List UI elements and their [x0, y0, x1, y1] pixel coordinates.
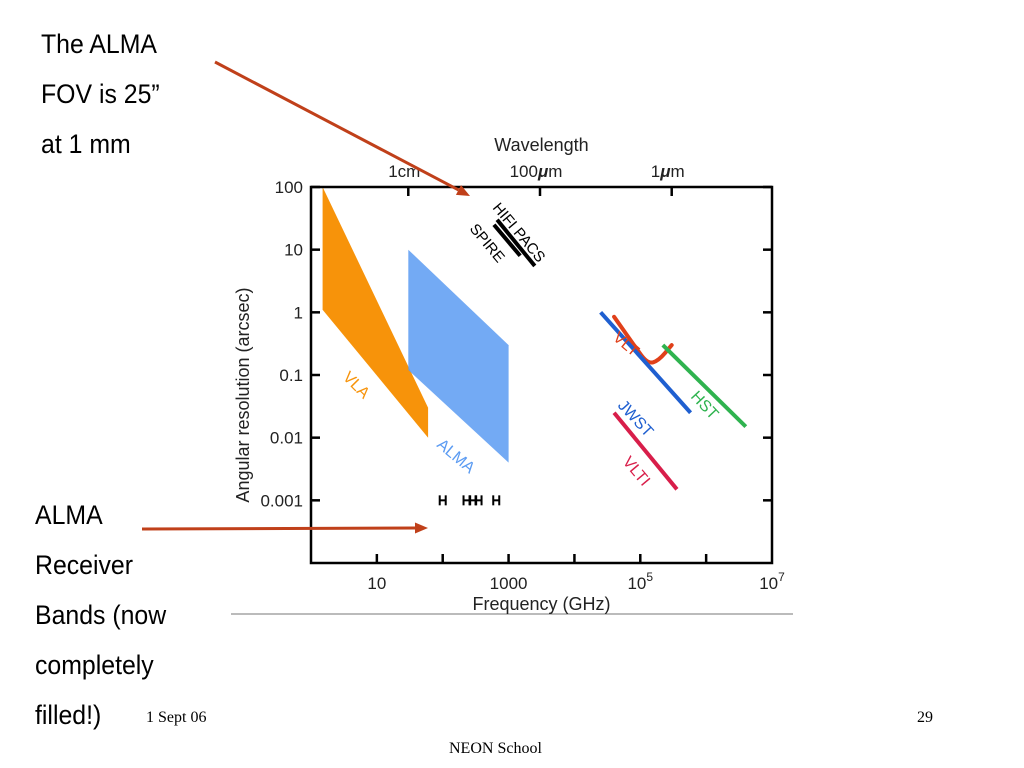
y-tick-label: 0.01: [270, 429, 303, 448]
receiver-band-marker-4: [474, 495, 483, 506]
arrow-shaft: [214, 60, 460, 192]
bands-note-line-3: Bands (now: [35, 600, 167, 630]
vlti-label: VLTI: [619, 454, 653, 490]
jwst-line: [599, 310, 693, 415]
y-tick-label: 0.1: [279, 366, 303, 385]
receiver-band-marker-1: [438, 495, 447, 506]
y-tick-label: 1: [294, 303, 303, 322]
x-tick-label: 105: [627, 570, 653, 593]
fov-note-line-1: The ALMA: [41, 29, 157, 59]
wavelength-tick-label: 1cm: [388, 162, 420, 181]
bands-note-line-1: ALMA: [35, 500, 103, 530]
hst-label: HST: [687, 388, 721, 423]
fov-arrow: [214, 60, 470, 196]
x-axis-title: Frequency (GHz): [472, 594, 610, 614]
y-tick-label: 100: [275, 178, 303, 197]
wavelength-tick-label: 100μm: [510, 162, 563, 181]
top-axis-title: Wavelength: [494, 135, 588, 155]
annotation-arrows: [141, 60, 470, 534]
alma-band: [408, 249, 509, 463]
y-tick-label: 0.001: [260, 491, 303, 510]
receiver-band-marker-2: [462, 495, 471, 506]
wavelength-tick-label: 1μm: [651, 162, 685, 181]
x-tick-label: 1000: [490, 574, 528, 593]
x-tick-label: 107: [759, 570, 785, 593]
page-number: 29: [917, 709, 933, 726]
fov-note: The ALMA FOV is 25” at 1 mm: [41, 19, 160, 169]
vla-band: [322, 187, 429, 438]
y-axis-title: Angular resolution (arcsec): [233, 287, 253, 502]
footer-date: 1 Sept 06: [146, 709, 207, 726]
receiver-bands-note: ALMA Receiver Bands (now completely fill…: [35, 490, 166, 740]
spire-line: [492, 223, 522, 258]
hifi-pacs-line: [495, 218, 537, 268]
footer-school: NEON School: [449, 740, 542, 757]
receiver-band-marker-5: [492, 495, 501, 506]
alma-label: ALMA: [433, 436, 478, 477]
arrow-head: [455, 185, 470, 196]
arrow-shaft: [141, 526, 416, 531]
arrow-head: [414, 522, 428, 534]
receiver-bands-arrow: [141, 522, 428, 534]
vlt-curve: [612, 314, 674, 365]
hst-line: [661, 343, 748, 429]
vla-label: VLA: [339, 369, 373, 403]
y-tick-label: 10: [284, 241, 303, 260]
x-tick-label: 10: [367, 574, 386, 593]
bands-note-line-2: Receiver: [35, 550, 134, 580]
vlti-line: [612, 411, 679, 491]
fov-note-line-3: at 1 mm: [41, 129, 131, 159]
bands-note-line-5: filled!): [35, 700, 102, 730]
fov-note-line-2: FOV is 25”: [41, 79, 160, 109]
bands-note-line-4: completely: [35, 650, 154, 680]
